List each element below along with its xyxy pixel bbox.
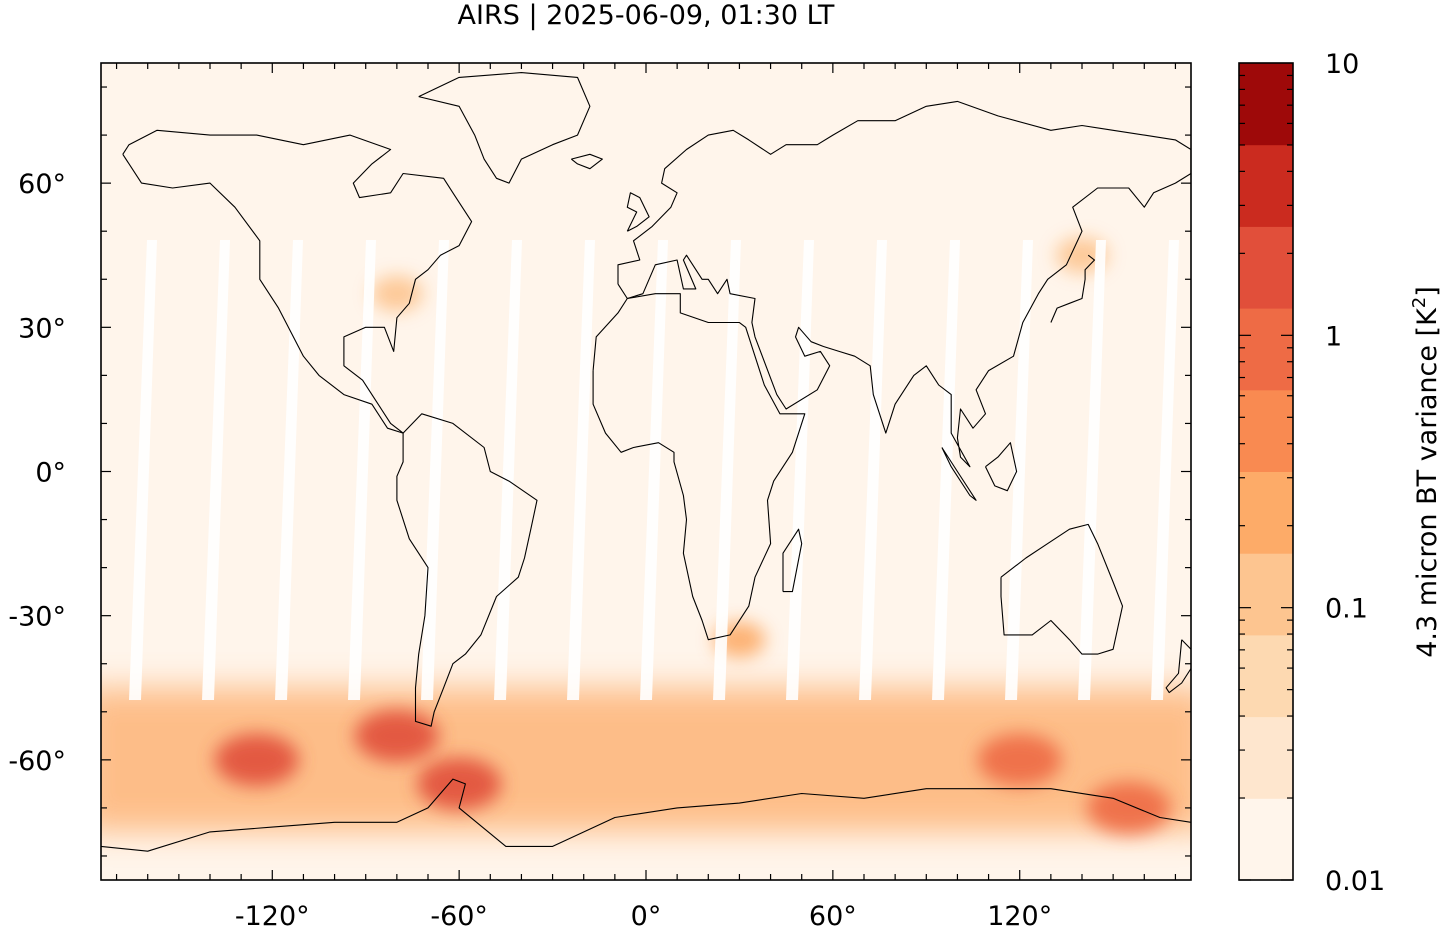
swath-gap: [1151, 240, 1179, 700]
colorbar-label: 4.3 micron BT variance [K2]: [1409, 286, 1442, 658]
x-tick-label: 120°: [987, 901, 1052, 930]
swath-gap: [129, 240, 157, 700]
colorbar-segment: [1239, 63, 1293, 146]
coastline-iceland: [570, 153, 603, 170]
coastline-new-zealand: [1165, 639, 1191, 694]
coastline-borneo: [985, 442, 1018, 492]
colorbar-segment: [1239, 798, 1293, 881]
colorbar-segment: [1239, 471, 1293, 554]
coastline-africa: [592, 293, 806, 641]
coastline-australia: [1000, 523, 1124, 655]
coastlines: [101, 72, 1191, 852]
colorbar-segment: [1239, 308, 1293, 391]
coastline-greenland: [418, 72, 591, 184]
colorbar-tick-label: 0.1: [1325, 594, 1368, 625]
latitude-tick-labels: 60° 30° 0° -30° -60°: [8, 169, 66, 777]
colorbar-label-end: ]: [1412, 286, 1442, 297]
swath-gap: [275, 240, 303, 700]
colorbar-segment: [1239, 226, 1293, 309]
y-tick-label: -30°: [8, 602, 66, 633]
variance-region-pacific-sector-hotspot: [214, 733, 299, 786]
y-tick-label: 30°: [18, 313, 66, 344]
colorbar-ticks: [1239, 74, 1293, 881]
swath-gap: [202, 240, 230, 700]
coastline-south-america: [396, 413, 538, 727]
colorbar-segment: [1239, 389, 1293, 472]
colorbar-segment: [1239, 553, 1293, 636]
coastline-north-america: [122, 129, 473, 434]
x-tick-label: -120°: [235, 901, 310, 930]
variance-region-drake-passage-hotspot: [417, 757, 502, 810]
swath-gap: [713, 240, 741, 700]
colorbar-segment: [1239, 144, 1293, 227]
swath-gap: [421, 240, 449, 700]
y-tick-label: 0°: [35, 458, 66, 489]
map-ticks: [101, 63, 1191, 880]
plot-title: AIRS | 2025-06-09, 01:30 LT: [458, 0, 835, 31]
variance-region-tasman-sector-hotspot: [1086, 781, 1171, 834]
colorbar-label-superscript: 2: [1409, 297, 1430, 308]
x-tick-label: -60°: [430, 901, 488, 930]
swath-gap: [567, 240, 595, 700]
swath-gap: [494, 240, 522, 700]
variance-field: [101, 237, 1191, 834]
swath-gap: [640, 240, 668, 700]
coastline-japan: [1050, 254, 1096, 323]
colorbar-tick-label: 0.01: [1325, 866, 1385, 897]
longitude-tick-labels: -120° -60° 0° 60° 120°: [235, 901, 1052, 930]
colorbar-segment: [1239, 716, 1293, 799]
colorbar-tick-label: 10: [1325, 49, 1359, 80]
colorbar: [1238, 62, 1294, 881]
swath-gap: [859, 240, 887, 700]
y-tick-label: -60°: [8, 746, 66, 777]
colorbar-tick-label: 1: [1325, 321, 1342, 352]
swath-gap: [348, 240, 376, 700]
coastline-british-isles: [626, 192, 650, 232]
x-tick-label: 0°: [631, 901, 662, 930]
variance-region-south-indian-ocean-hotspot: [977, 733, 1062, 786]
variance-region-chile-coast-hotspot: [354, 709, 439, 762]
x-tick-label: 60°: [809, 901, 857, 930]
variance-region-japan-patch: [1056, 237, 1108, 274]
map-area: [101, 63, 1191, 880]
swath-gap: [1005, 240, 1033, 700]
colorbar-tick-labels: 10 1 0.1 0.01: [1325, 49, 1385, 897]
colorbar-segment: [1239, 634, 1293, 718]
y-tick-label: 60°: [18, 169, 66, 200]
coastline-sumatra: [941, 447, 977, 501]
coastline-madagascar: [782, 528, 803, 593]
swath-gap: [932, 240, 960, 700]
coastline-antarctica: [101, 778, 1191, 852]
coastline-eurasia: [617, 100, 1191, 468]
colorbar-frame: [1238, 62, 1294, 881]
swath-gap: [1078, 240, 1106, 700]
colorbar-label-main: 4.3 micron BT variance [K: [1412, 307, 1442, 658]
